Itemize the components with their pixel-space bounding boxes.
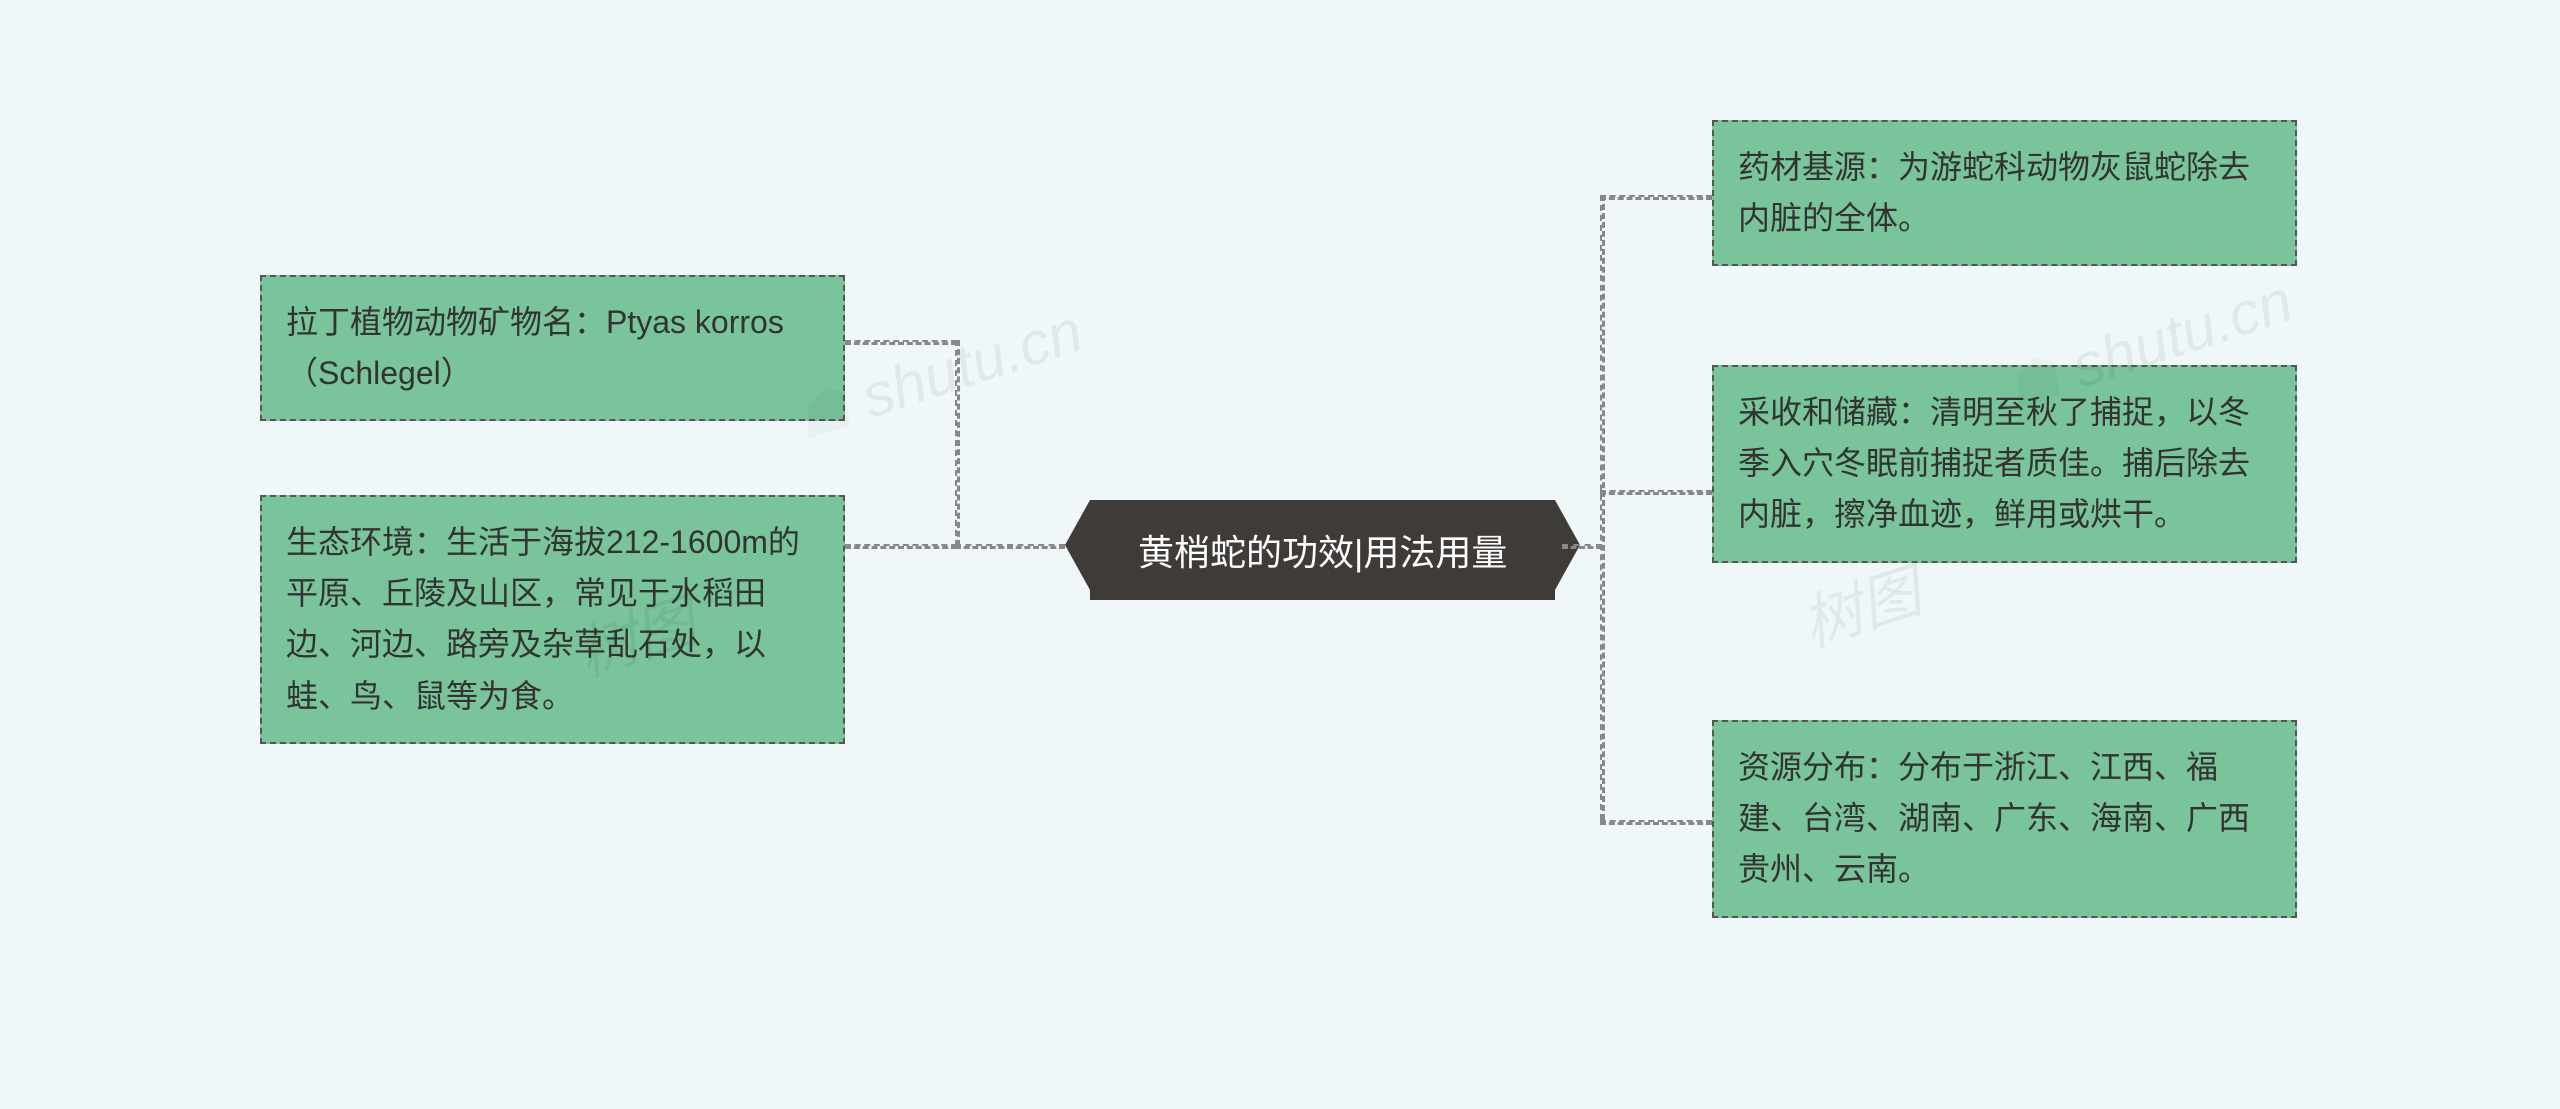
left-node-0-text: 拉丁植物动物矿物名：Ptyas korros（Schlegel） [286, 304, 784, 391]
connector-right-0 [1600, 195, 1712, 200]
left-node-0: 拉丁植物动物矿物名：Ptyas korros（Schlegel） [260, 275, 845, 421]
right-node-2: 资源分布：分布于浙江、江西、福建、台湾、湖南、广东、海南、广西贵州、云南。 [1712, 720, 2297, 918]
center-node: 黄梢蛇的功效|用法用量 [1090, 500, 1555, 600]
right-node-2-text: 资源分布：分布于浙江、江西、福建、台湾、湖南、广东、海南、广西贵州、云南。 [1738, 749, 2250, 887]
connector-right-main [1562, 544, 1602, 549]
right-node-0-text: 药材基源：为游蛇科动物灰鼠蛇除去内脏的全体。 [1738, 149, 2250, 236]
watermark-2-text: 树图 [1794, 558, 1929, 659]
watermark-0-text: shutu.cn [854, 297, 1090, 431]
left-node-1: 生态环境：生活于海拔212-1600m的平原、丘陵及山区，常见于水稻田边、河边、… [260, 495, 845, 744]
right-node-1: 采收和储藏：清明至秋了捕捉，以冬季入穴冬眠前捕捉者质佳。捕后除去内脏，擦净血迹，… [1712, 365, 2297, 563]
mindmap-container: 黄梢蛇的功效|用法用量 拉丁植物动物矿物名：Ptyas korros（Schle… [0, 0, 2560, 1109]
connector-left-trunk [955, 340, 960, 546]
connector-left-main [955, 544, 1065, 549]
left-node-1-text: 生态环境：生活于海拔212-1600m的平原、丘陵及山区，常见于水稻田边、河边、… [286, 524, 800, 714]
connector-right-trunk [1600, 195, 1605, 820]
connector-left-1 [845, 544, 957, 549]
right-node-1-text: 采收和储藏：清明至秋了捕捉，以冬季入穴冬眠前捕捉者质佳。捕后除去内脏，擦净血迹，… [1738, 394, 2250, 532]
connector-left-0 [845, 340, 957, 345]
connector-right-2 [1600, 820, 1712, 825]
connector-right-1 [1600, 490, 1712, 495]
right-node-0: 药材基源：为游蛇科动物灰鼠蛇除去内脏的全体。 [1712, 120, 2297, 266]
center-text: 黄梢蛇的功效|用法用量 [1138, 532, 1507, 573]
